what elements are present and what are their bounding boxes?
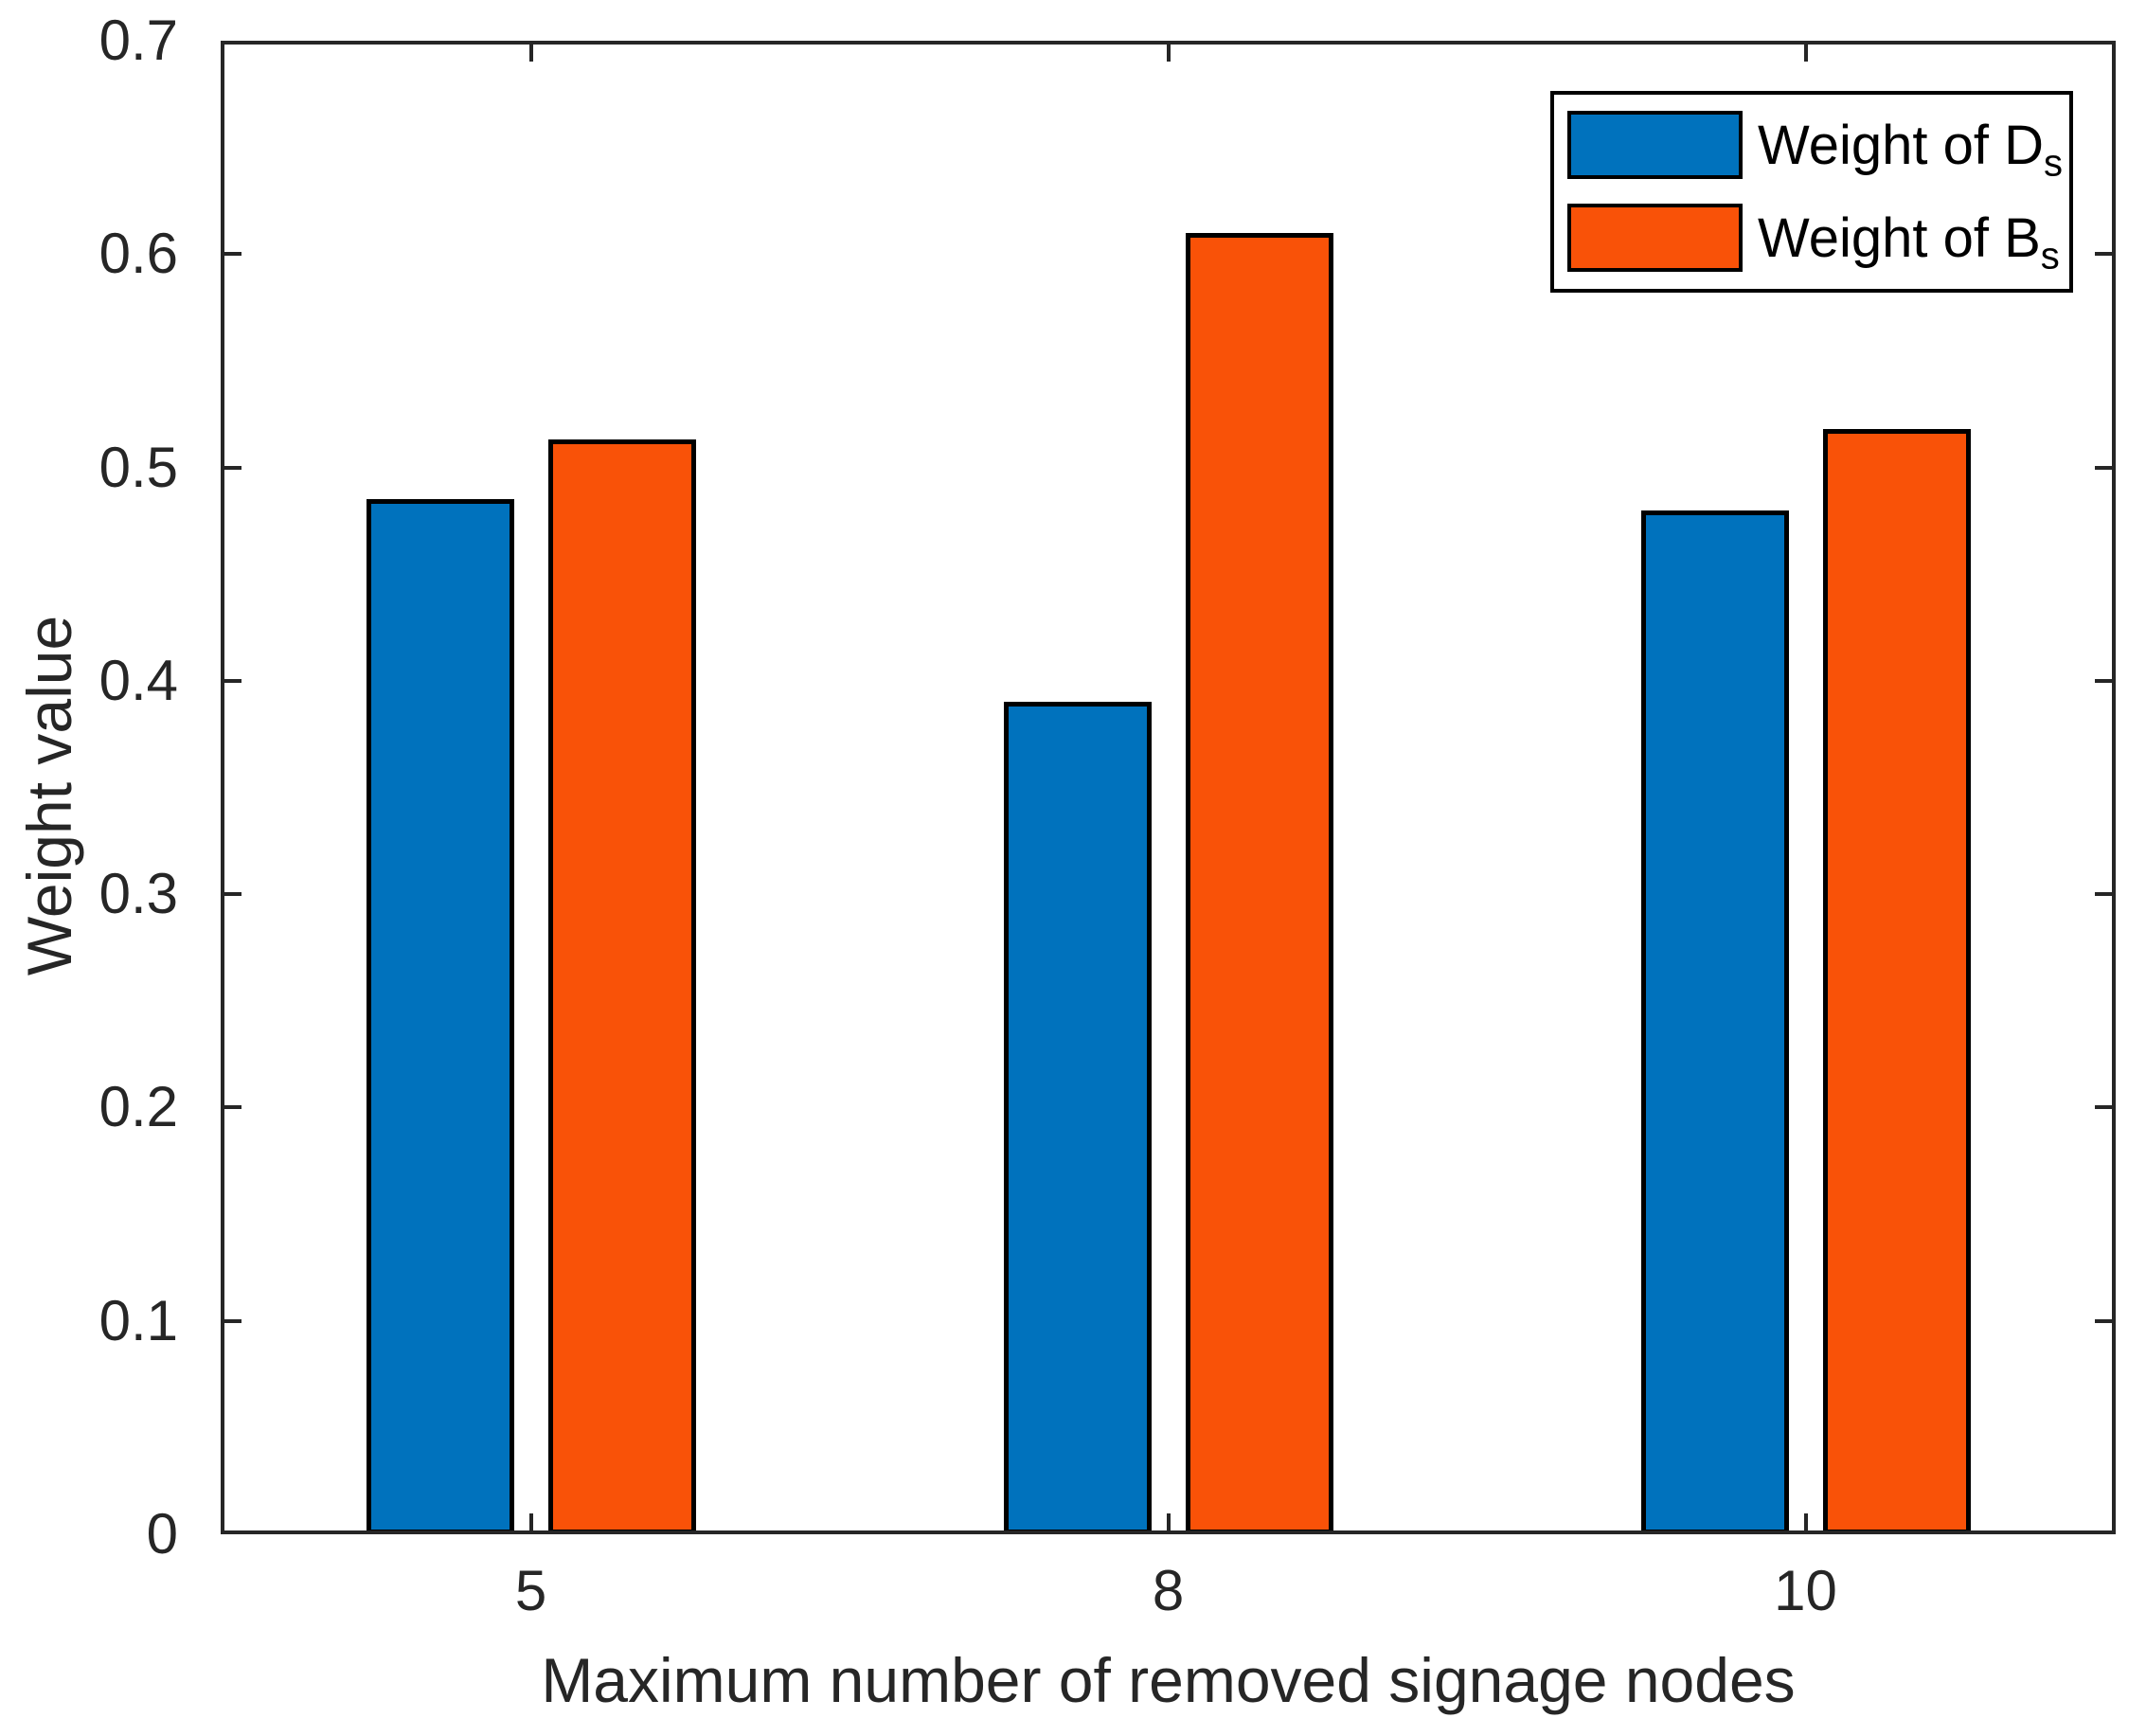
y-tick-mark bbox=[221, 465, 241, 470]
bar-bs-5 bbox=[548, 439, 696, 1534]
x-tick-mark-top bbox=[1166, 41, 1171, 62]
y-tick-mark bbox=[221, 1105, 241, 1110]
x-tick-label: 8 bbox=[1152, 1559, 1185, 1622]
legend-item-bs: Weight of Bs bbox=[1554, 191, 2069, 284]
legend-label-ds: Weight of Ds bbox=[1758, 114, 2063, 185]
bar-ds-10 bbox=[1641, 510, 1789, 1534]
y-tick-mark-right bbox=[2095, 1318, 2116, 1323]
x-tick-mark-top bbox=[528, 41, 533, 62]
x-tick-mark bbox=[1803, 1513, 1808, 1534]
x-tick-label: 10 bbox=[1774, 1559, 1837, 1622]
y-tick-label: 0.3 bbox=[98, 862, 178, 926]
y-tick-mark bbox=[221, 1318, 241, 1323]
x-tick-mark bbox=[1166, 1513, 1171, 1534]
x-tick-label: 5 bbox=[514, 1559, 547, 1622]
legend: Weight of Ds Weight of Bs bbox=[1550, 91, 2073, 293]
legend-swatch-ds bbox=[1567, 111, 1743, 179]
y-tick-label: 0.4 bbox=[98, 648, 178, 712]
y-axis-line bbox=[221, 41, 224, 1534]
x-tick-mark bbox=[528, 1513, 533, 1534]
y-tick-mark-right bbox=[2095, 1105, 2116, 1110]
right-axis-line bbox=[2112, 41, 2116, 1534]
y-tick-label: 0.7 bbox=[98, 9, 178, 72]
y-tick-label: 0.5 bbox=[98, 435, 178, 499]
y-tick-mark-right bbox=[2095, 252, 2116, 257]
y-tick-label: 0 bbox=[146, 1502, 178, 1566]
legend-item-ds: Weight of Ds bbox=[1554, 98, 2069, 191]
plot-area bbox=[221, 41, 2116, 1534]
bar-ds-8 bbox=[1004, 702, 1152, 1534]
y-tick-label: 0.1 bbox=[98, 1288, 178, 1352]
x-axis-label: Maximum number of removed signage nodes bbox=[541, 1645, 1796, 1715]
y-tick-mark-right bbox=[2095, 465, 2116, 470]
x-tick-mark-top bbox=[1803, 41, 1808, 62]
bar-bs-8 bbox=[1186, 233, 1333, 1534]
bar-ds-5 bbox=[367, 499, 514, 1534]
y-tick-mark bbox=[221, 892, 241, 897]
y-axis-label: Weight value bbox=[14, 615, 84, 976]
legend-label-bs: Weight of Bs bbox=[1758, 206, 2060, 277]
y-tick-mark-right bbox=[2095, 892, 2116, 897]
bar-bs-10 bbox=[1823, 429, 1971, 1534]
y-tick-mark bbox=[221, 678, 241, 683]
y-tick-label: 0.2 bbox=[98, 1075, 178, 1139]
y-tick-mark bbox=[221, 252, 241, 257]
legend-swatch-bs bbox=[1567, 204, 1743, 272]
y-tick-label: 0.6 bbox=[98, 222, 178, 286]
y-tick-mark-right bbox=[2095, 678, 2116, 683]
